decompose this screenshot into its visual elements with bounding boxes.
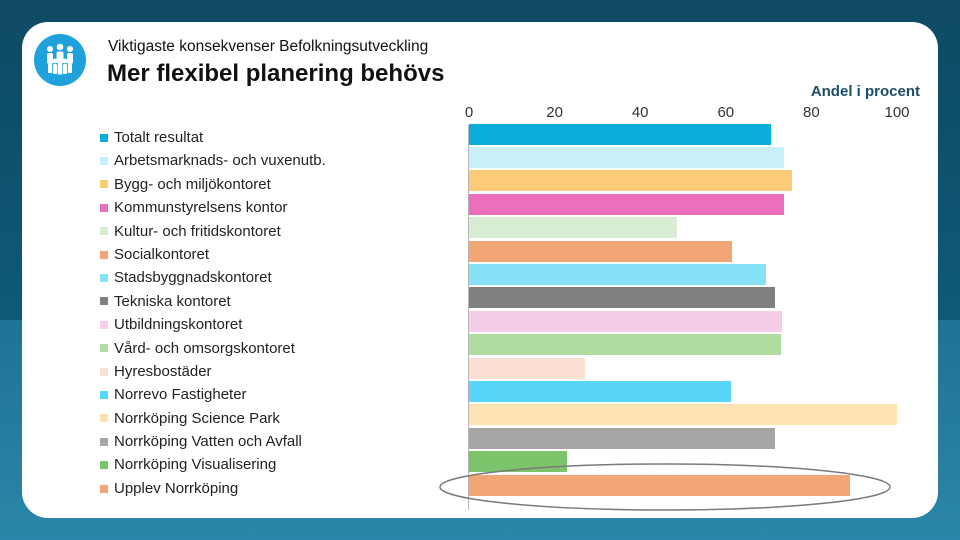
legend-item: Tekniska kontoret (100, 290, 326, 313)
legend-swatch (100, 133, 108, 142)
legend-swatch (100, 274, 108, 283)
legend-item: Utbildningskontoret (100, 313, 326, 336)
x-tick-label: 80 (803, 104, 820, 121)
slide-subtitle: Viktigaste konsekvenser Befolkningsutvec… (108, 38, 429, 55)
y-axis-line (468, 125, 469, 510)
legend-label: Bygg- och miljökontoret (114, 175, 271, 193)
legend-item: Norrköping Science Park (100, 407, 326, 430)
legend-item: Norrköping Visualisering (100, 453, 326, 476)
legend-label: Upplev Norrköping (114, 479, 239, 497)
legend-label: Norrköping Science Park (114, 409, 280, 427)
bar-norrköping-science-park (469, 404, 897, 426)
legend-item: Socialkontoret (100, 243, 326, 266)
legend-item: Arbetsmarknads- och vuxenutb. (100, 149, 326, 172)
legend-label: Norrköping Visualisering (114, 456, 277, 474)
legend-swatch (100, 320, 108, 329)
x-tick-label: 100 (884, 104, 910, 121)
legend-label: Tekniska kontoret (114, 292, 231, 310)
bar-norrevo-fastigheter (469, 380, 732, 402)
bar-norrköping-visualisering (469, 451, 568, 473)
legend-item: Norrevo Fastigheter (100, 383, 326, 406)
x-tick-label: 0 (464, 104, 474, 121)
page-title: Mer flexibel planering behövs (107, 60, 445, 87)
chart-legend: Totalt resultat Arbetsmarknads- och vuxen… (100, 126, 326, 500)
bar-norrköping-vatten-och-avfall (469, 427, 776, 449)
legend-swatch (100, 157, 108, 166)
bar-bygg-och-miljökontoret (469, 170, 793, 192)
bar-socialkontoret (469, 240, 733, 262)
bar-kultur-och-fritidskontoret (469, 217, 677, 239)
legend-label: Kultur- och fritidskontoret (114, 222, 281, 240)
legend-label: Norrevo Fastigheter (114, 386, 247, 404)
legend-label: Socialkontoret (114, 245, 210, 263)
bar-hyresbostäder (469, 357, 585, 379)
legend-label: Stadsbyggnadskontoret (114, 269, 272, 287)
legend-label: Norrköping Vatten och Avfall (114, 433, 302, 451)
legend-item: Stadsbyggnadskontoret (100, 266, 326, 289)
bar-tekniska-kontoret (469, 287, 776, 309)
bar-totalt-resultat (469, 123, 771, 145)
bar-vård-och-omsorgskontoret (469, 334, 781, 356)
legend-swatch (100, 461, 108, 470)
legend-item: Totalt resultat (100, 126, 326, 149)
x-axis-title: Andel i procent (810, 83, 920, 100)
legend-swatch (100, 414, 108, 423)
x-tick-label: 40 (631, 104, 649, 121)
bar-stadsbyggnadskontoret (469, 263, 767, 285)
bar-upplev-norrköping (469, 474, 850, 496)
legend-swatch (100, 297, 108, 306)
legend-label: Hyresbostäder (114, 362, 212, 380)
bar-arbetsmarknads-och-vuxenutb (469, 146, 784, 168)
legend-label: Kommunstyrelsens kontor (114, 199, 288, 217)
legend-item: Hyresbostäder (100, 360, 326, 383)
legend-swatch (100, 344, 108, 353)
legend-swatch (100, 203, 108, 212)
legend-label: Vård- och omsorgskontoret (114, 339, 295, 357)
legend-item: Upplev Norrköping (100, 477, 326, 500)
people-group-icon (47, 43, 73, 75)
legend-item: Kommunstyrelsens kontor (100, 196, 326, 219)
legend-swatch (100, 367, 108, 376)
legend-swatch (100, 250, 108, 259)
legend-label: Utbildningskontoret (114, 316, 243, 334)
legend-item: Norrköping Vatten och Avfall (100, 430, 326, 453)
legend-swatch (100, 180, 108, 189)
legend-swatch (100, 390, 108, 399)
legend-label: Arbetsmarknads- och vuxenutb. (114, 152, 326, 170)
legend-swatch (100, 484, 108, 493)
legend-item: Vård- och omsorgskontoret (100, 337, 326, 360)
x-tick-label: 60 (717, 104, 735, 121)
bar-utbildningskontoret (469, 310, 783, 332)
bar-kommunstyrelsens-kontor (469, 193, 784, 215)
legend-item: Kultur- och fritidskontoret (100, 220, 326, 243)
legend-item: Bygg- och miljökontoret (100, 173, 326, 196)
logo (34, 34, 86, 86)
legend-swatch (100, 227, 108, 236)
legend-swatch (100, 437, 108, 446)
x-tick-label: 20 (546, 104, 563, 121)
legend-label: Totalt resultat (114, 129, 204, 146)
